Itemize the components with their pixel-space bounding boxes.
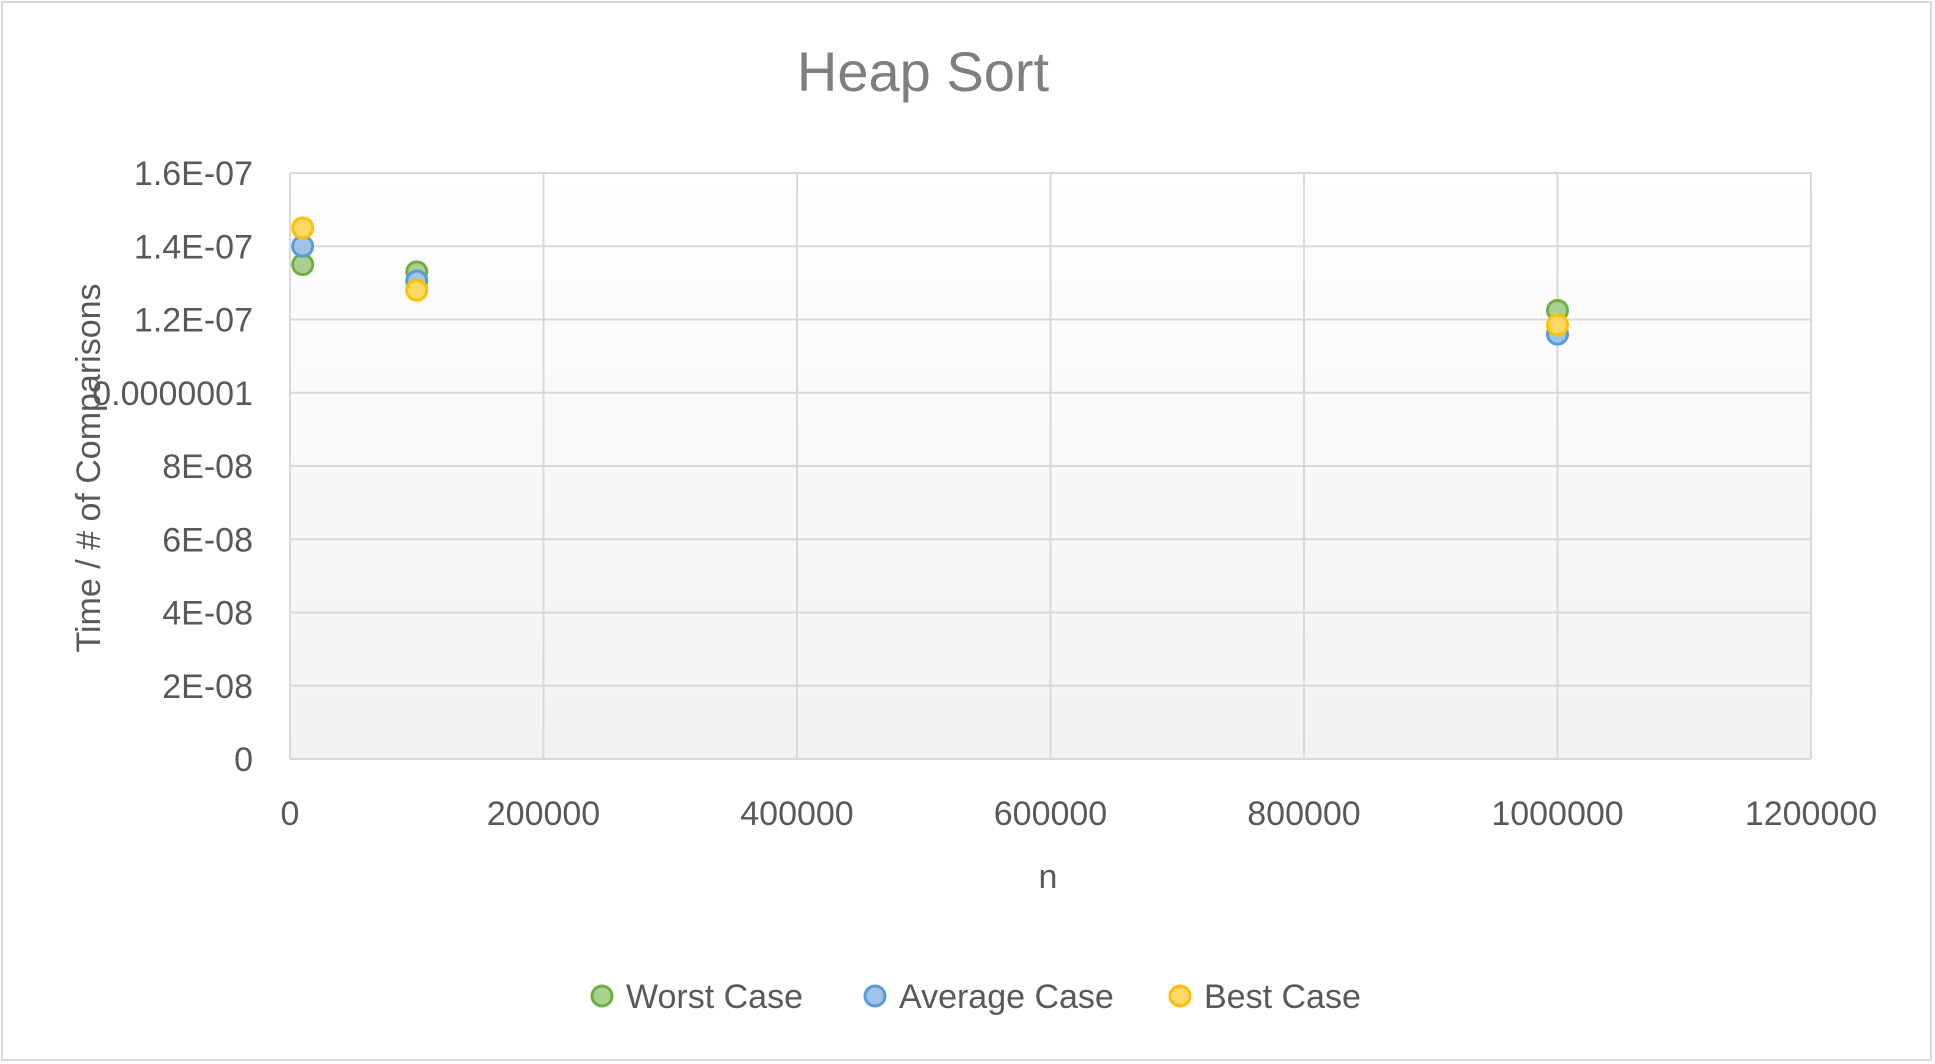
y-tick-label: 0 xyxy=(234,741,253,779)
x-tick-label: 600000 xyxy=(994,795,1107,833)
legend: Worst Case Average Case Best Case xyxy=(590,978,1361,1016)
worst-case-legend-label: Worst Case xyxy=(626,978,803,1016)
x-tick-label: 1000000 xyxy=(1491,795,1623,833)
x-tick-label: 200000 xyxy=(487,795,600,833)
scatter-chart: 0 2E-08 4E-08 6E-08 8E-08 0.0000001 1.2E-07 1.4… xyxy=(70,40,1877,1016)
average-case-legend-label: Average Case xyxy=(899,978,1114,1016)
y-tick-label: 1.6E-07 xyxy=(134,155,253,193)
y-tick-label: 2E-08 xyxy=(162,668,253,706)
y-tick-label: 0.0000001 xyxy=(92,375,253,413)
gridlines xyxy=(289,172,1812,760)
y-axis-title: Time / # of Comparisons xyxy=(70,283,108,652)
worst-case-legend-marker xyxy=(590,984,614,1008)
y-tick-label: 1.2E-07 xyxy=(134,302,253,340)
axis-ticks: 0 2E-08 4E-08 6E-08 8E-08 0.0000001 1.2E-07 1.4… xyxy=(92,155,1877,833)
x-tick-label: 1200000 xyxy=(1745,795,1877,833)
y-tick-label: 1.4E-07 xyxy=(134,228,253,266)
average-case-legend-marker xyxy=(863,984,887,1008)
best-case-legend-label: Best Case xyxy=(1204,978,1361,1016)
best-case-point xyxy=(405,278,429,302)
data-points xyxy=(291,216,1569,346)
y-tick-label: 6E-08 xyxy=(162,521,253,559)
best-case-point xyxy=(1546,313,1569,337)
x-tick-label: 0 xyxy=(281,795,300,833)
best-case-legend-marker xyxy=(1168,984,1192,1008)
x-axis-title: n xyxy=(1039,858,1058,896)
x-tick-label: 800000 xyxy=(1247,795,1360,833)
y-tick-label: 8E-08 xyxy=(162,448,253,486)
y-tick-label: 4E-08 xyxy=(162,595,253,633)
chart-title: Heap Sort xyxy=(797,40,1050,103)
x-tick-label: 400000 xyxy=(740,795,853,833)
best-case-point xyxy=(291,216,315,240)
